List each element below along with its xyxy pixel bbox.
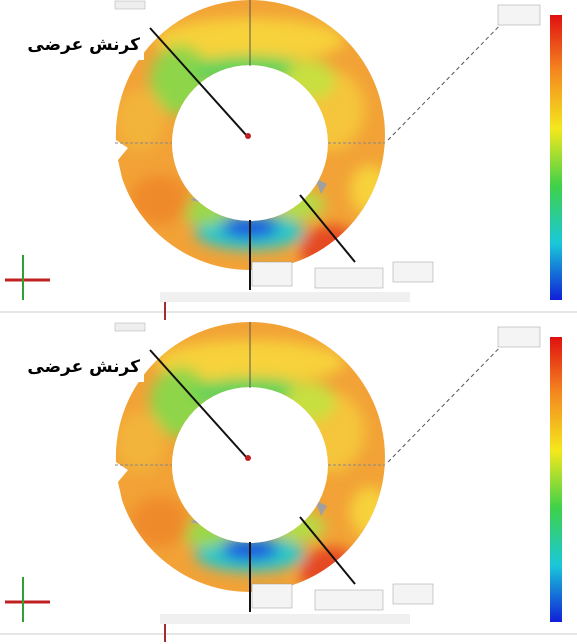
strain-label: کرنش عرضی bbox=[27, 35, 140, 55]
strain-label: کرنش عرضی bbox=[27, 357, 140, 377]
page: کرنش عرضی کرنش عرضی (() => { const data … bbox=[0, 0, 577, 644]
screenshot: کرنش عرضی کرنش عرضی bbox=[0, 0, 577, 644]
